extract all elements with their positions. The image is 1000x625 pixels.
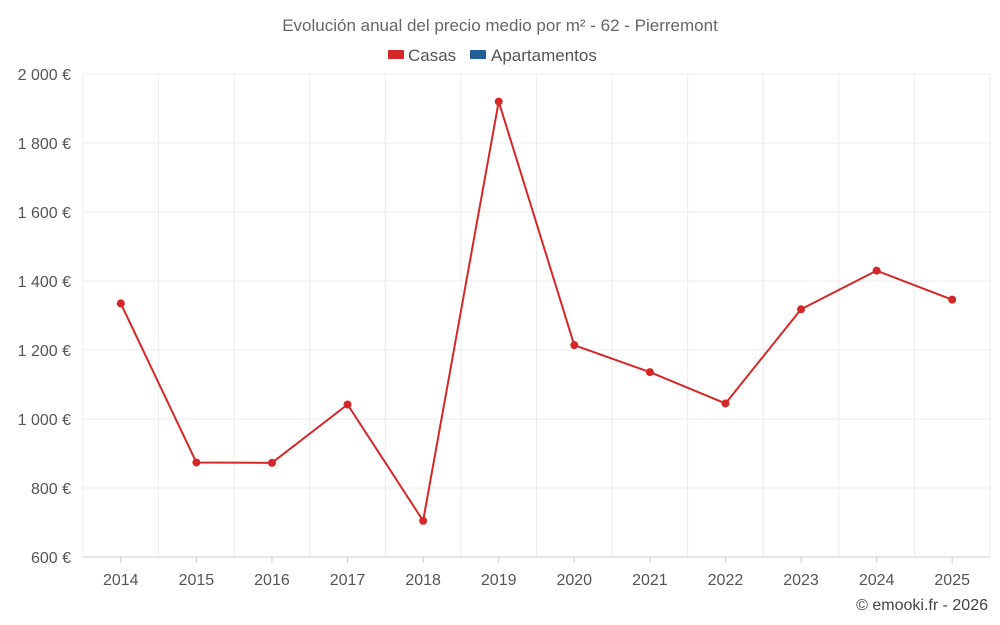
data-point[interactable] <box>797 305 806 314</box>
y-tick-label: 1 800 € <box>18 136 71 153</box>
legend-swatch-casas <box>388 50 404 59</box>
y-tick-label: 1 200 € <box>18 343 71 360</box>
x-tick-label: 2016 <box>254 572 290 589</box>
data-point[interactable] <box>721 399 730 408</box>
legend-swatch-apartamentos <box>470 50 486 59</box>
x-tick-label: 2014 <box>103 572 139 589</box>
data-point[interactable] <box>948 295 957 304</box>
y-tick-label: 1 600 € <box>18 205 71 222</box>
grid <box>82 73 991 557</box>
x-tick-label: 2022 <box>708 572 744 589</box>
x-tick-label: 2024 <box>859 572 895 589</box>
y-tick-label: 800 € <box>31 481 71 498</box>
x-tick-label: 2019 <box>481 572 517 589</box>
x-tick-label: 2020 <box>556 572 592 589</box>
data-point[interactable] <box>343 400 352 409</box>
data-point[interactable] <box>419 516 428 525</box>
data-point[interactable] <box>494 97 503 106</box>
chart-title: Evolución anual del precio medio por m² … <box>282 16 718 35</box>
data-point[interactable] <box>267 458 276 467</box>
x-tick-label: 2018 <box>405 572 441 589</box>
legend-label-casas[interactable]: Casas <box>408 46 456 65</box>
credit-text: © emooki.fr - 2026 <box>856 597 988 614</box>
y-tick-label: 600 € <box>31 550 71 567</box>
x-tick-label: 2023 <box>783 572 819 589</box>
data-point[interactable] <box>645 368 654 377</box>
legend: Casas Apartamentos <box>388 46 597 65</box>
x-tick-label: 2025 <box>934 572 970 589</box>
y-tick-label: 2 000 € <box>18 67 71 84</box>
data-point[interactable] <box>116 299 125 308</box>
x-tick-label: 2017 <box>330 572 366 589</box>
data-point[interactable] <box>192 458 201 467</box>
data-point[interactable] <box>872 266 881 275</box>
x-tick-label: 2015 <box>179 572 215 589</box>
series-layer <box>116 97 957 525</box>
series-line-casas <box>119 100 953 522</box>
y-tick-label: 1 400 € <box>18 274 71 291</box>
y-tick-label: 1 000 € <box>18 412 71 429</box>
legend-label-apartamentos[interactable]: Apartamentos <box>491 46 597 65</box>
x-tick-label: 2021 <box>632 572 668 589</box>
data-point[interactable] <box>570 341 579 350</box>
axes: 600 € 800 € 1 000 € 1 200 € 1 400 € 1 600 € 1 … <box>18 67 990 589</box>
